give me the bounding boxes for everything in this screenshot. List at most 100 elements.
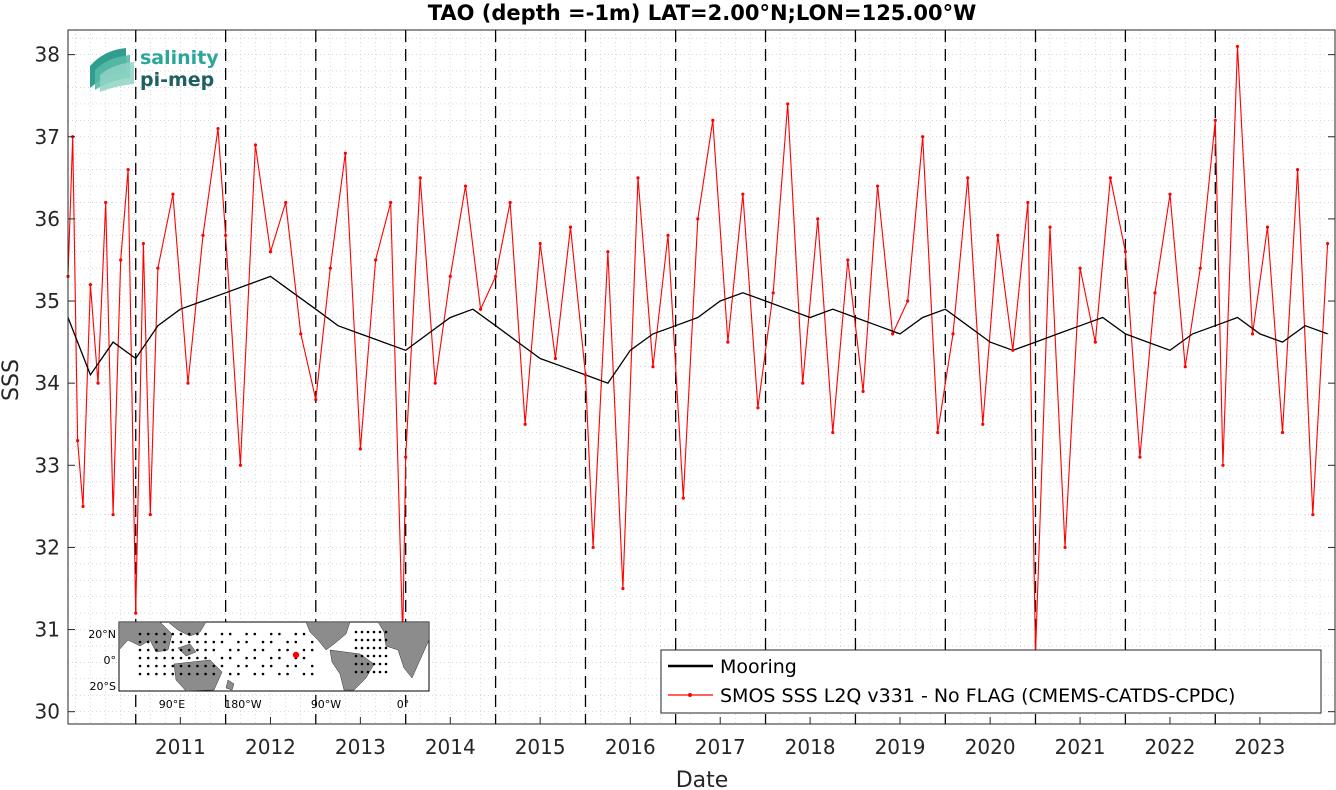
map-mooring-dot xyxy=(253,656,257,660)
smos-data-point xyxy=(741,192,745,196)
map-mooring-dot xyxy=(310,664,314,668)
smos-data-point xyxy=(433,381,437,385)
map-mooring-dot xyxy=(269,632,273,636)
smos-data-point xyxy=(358,447,362,451)
smos-data-point xyxy=(171,192,175,196)
smos-data-point xyxy=(921,135,925,139)
map-mooring-dot xyxy=(360,670,364,674)
map-mooring-dot xyxy=(171,664,175,668)
smos-data-point xyxy=(846,258,850,262)
map-mooring-dot xyxy=(138,648,142,652)
map-mooring-dot xyxy=(179,664,183,668)
map-lat-label-20n: 20°N xyxy=(88,628,116,641)
y-tick-label: 34 xyxy=(35,371,60,395)
map-mooring-dot xyxy=(179,648,183,652)
map-mooring-dot xyxy=(286,664,289,668)
smos-data-point xyxy=(404,455,408,459)
map-mooring-dot xyxy=(378,654,382,658)
smos-data-point xyxy=(1078,266,1082,270)
map-lat-label-0: 0° xyxy=(104,654,117,667)
logo-text-line2: pi-mep xyxy=(140,69,214,91)
inset-map-land xyxy=(118,621,430,692)
smos-data-point xyxy=(119,258,123,262)
legend-mooring-label: Mooring xyxy=(720,656,797,678)
legend: Mooring SMOS SSS L2Q v331 - No FLAG (CME… xyxy=(660,649,1322,714)
map-mooring-dot xyxy=(179,640,183,644)
smos-data-point xyxy=(1153,291,1157,295)
smos-data-point xyxy=(891,332,895,336)
map-mooring-dot xyxy=(138,672,142,676)
map-mooring-dot xyxy=(354,654,358,658)
logo-text-line1: salinity xyxy=(140,47,219,69)
smos-data-point xyxy=(696,217,700,221)
smos-data-point xyxy=(981,422,985,426)
map-mooring-dot xyxy=(366,630,370,634)
map-mooring-dot xyxy=(196,632,199,636)
map-mooring-dot xyxy=(163,640,166,644)
map-mooring-dot xyxy=(384,646,388,650)
map-mooring-dot xyxy=(204,664,207,668)
map-mooring-dot xyxy=(237,640,240,644)
map-mooring-dot xyxy=(187,640,191,644)
map-mooring-dot xyxy=(372,654,376,658)
smos-data-point xyxy=(621,586,625,591)
smos-data-point xyxy=(508,200,512,205)
map-mooring-dot xyxy=(196,656,199,660)
smos-data-point xyxy=(224,233,228,237)
map-mooring-dot xyxy=(378,670,382,674)
map-mooring-dot xyxy=(204,648,207,652)
map-mooring-dot xyxy=(146,656,150,660)
x-tick-label: 2011 xyxy=(155,735,206,759)
x-tick-label: 2023 xyxy=(1234,735,1285,759)
map-mooring-dot xyxy=(146,632,150,636)
map-mooring-dot xyxy=(253,648,257,652)
smos-data-point xyxy=(568,225,573,229)
map-mooring-dot xyxy=(372,662,376,666)
map-mooring-dot xyxy=(366,654,370,658)
map-mooring-dot xyxy=(138,640,142,644)
map-mooring-dot xyxy=(196,672,199,676)
map-mooring-dot xyxy=(204,640,207,644)
y-tick-label: 37 xyxy=(35,125,60,149)
map-mooring-dot xyxy=(278,656,281,660)
smos-data-point xyxy=(801,381,805,385)
smos-data-point xyxy=(861,389,865,393)
smos-data-point xyxy=(418,176,422,180)
map-mooring-dot xyxy=(155,672,158,676)
smos-data-point xyxy=(238,463,243,467)
map-mooring-dot xyxy=(228,672,232,676)
map-mooring-dot xyxy=(372,630,376,634)
map-mooring-dot xyxy=(378,662,382,666)
map-mooring-dot xyxy=(245,632,248,636)
logo-wave-icon xyxy=(90,48,134,92)
smos-data-point xyxy=(284,200,288,205)
map-mooring-dot xyxy=(204,632,207,636)
smos-data-point xyxy=(1093,340,1097,344)
y-tick-label: 33 xyxy=(35,453,60,477)
map-mooring-dot xyxy=(245,656,248,660)
map-mooring-dot xyxy=(366,670,370,674)
map-mooring-dot xyxy=(163,656,166,660)
map-mooring-dot xyxy=(245,640,248,644)
x-tick-label: 2018 xyxy=(785,735,836,759)
smos-data-point xyxy=(996,233,1000,237)
smos-data-point xyxy=(756,406,760,410)
map-mooring-dot xyxy=(261,648,265,652)
smos-data-point xyxy=(141,241,145,246)
series-mooring-line xyxy=(67,275,1328,384)
map-mooring-dot xyxy=(212,672,216,676)
map-mooring-dot xyxy=(179,672,183,676)
map-mooring-dot xyxy=(171,648,175,652)
map-mooring-dot xyxy=(220,632,224,636)
smos-data-point xyxy=(726,340,730,344)
salinity-pimep-logo: salinity pi-mep xyxy=(90,47,219,92)
smos-data-point xyxy=(1213,118,1217,122)
smos-data-point xyxy=(711,118,715,122)
inset-map-selected-mooring xyxy=(292,651,300,659)
legend-smos-label: SMOS SSS L2Q v331 - No FLAG (CMEMS-CATDS… xyxy=(720,685,1235,707)
map-mooring-dot xyxy=(354,630,358,634)
map-mooring-dot xyxy=(138,664,142,668)
map-mooring-dot xyxy=(187,664,191,668)
smos-data-point xyxy=(96,381,100,385)
